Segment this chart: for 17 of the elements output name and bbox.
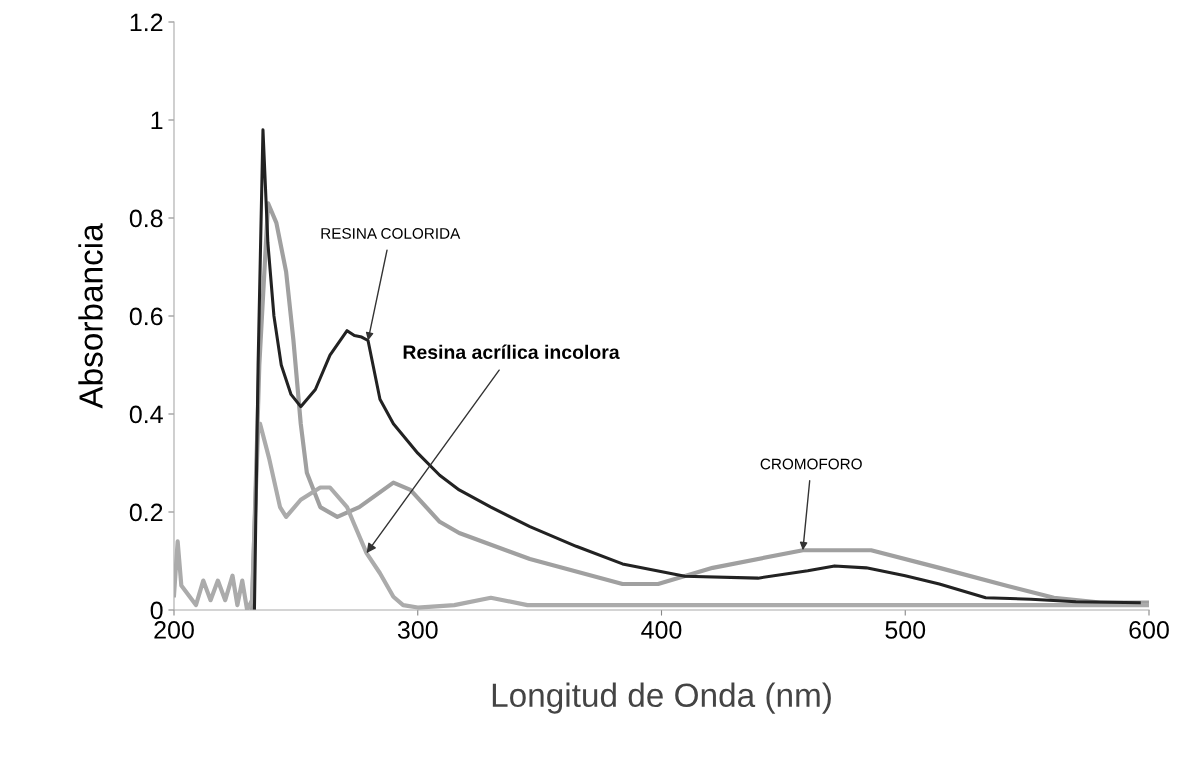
annotation: Resina acrílica incolora [403, 344, 620, 360]
y-tick-label: 0.2 [129, 503, 163, 522]
annotation: RESINA COLORIDA [321, 228, 461, 239]
y-tick-label: 1 [151, 111, 163, 130]
x-axis-title: Longitud de Onda (nm) [492, 682, 831, 714]
annotation: CROMOFORO [760, 458, 862, 470]
y-tick-label: 0.8 [129, 209, 163, 228]
y-tick-label: 0 [150, 601, 163, 620]
y-tick-label: 1.2 [130, 13, 163, 32]
y-tick-label: 0.6 [129, 307, 163, 326]
x-tick-label: 200 [154, 621, 194, 639]
x-tick-label: 400 [641, 621, 682, 639]
y-axis-title: Absorbancia [78, 223, 103, 409]
x-tick-label: 500 [885, 621, 926, 639]
y-tick-label: 0.4 [129, 405, 163, 424]
x-tick-label: 600 [1129, 621, 1169, 639]
x-tick-label: 300 [397, 621, 438, 639]
